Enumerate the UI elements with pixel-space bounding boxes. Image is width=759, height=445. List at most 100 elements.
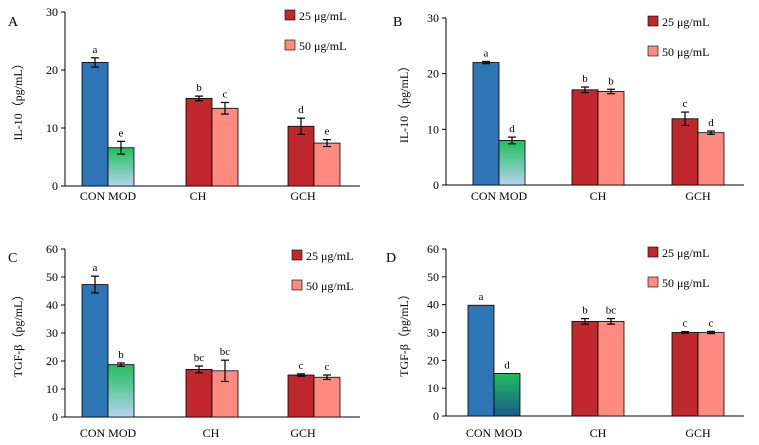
- x-tick-label-gch: GCH: [685, 426, 711, 440]
- x-tick-label-ch: CH: [203, 426, 220, 440]
- legend-label-50: 50 μg/mL: [662, 45, 709, 59]
- panel-label-a: A: [8, 15, 19, 30]
- y-tick-label: 60: [46, 242, 58, 256]
- bar-gch-50-g-ml: [697, 332, 725, 417]
- bar-mod: [498, 140, 526, 186]
- bar-ch-25-g-ml: [185, 98, 213, 187]
- y-tick-label: 10: [46, 121, 58, 135]
- significance-letter-ch-25-g-ml: b: [582, 73, 588, 85]
- bar-con: [81, 62, 109, 187]
- y-tick-label: 30: [427, 326, 439, 340]
- y-tick-label: 10: [427, 381, 439, 395]
- y-tick-label: 20: [427, 353, 439, 367]
- significance-letter-gch-50-g-ml: c: [709, 317, 714, 329]
- bar-ch-25-g-ml: [571, 320, 599, 417]
- x-tick-label-gch: GCH: [290, 189, 316, 203]
- significance-letter-mod: e: [119, 127, 124, 139]
- legend: 25 μg/mL 50 μg/mL: [291, 249, 353, 293]
- y-axis-title: IL-10（pg/mL）: [397, 60, 411, 143]
- legend-label-50: 50 μg/mL: [299, 39, 346, 53]
- significance-letter-gch-50-g-ml: d: [708, 117, 714, 129]
- y-tick-label: 30: [46, 5, 58, 19]
- legend-label-50: 50 μg/mL: [306, 279, 353, 293]
- significance-letter-con: a: [484, 47, 489, 59]
- x-tick-label-ch: CH: [590, 189, 607, 203]
- x-tick-label-con-mod: CON MOD: [466, 426, 523, 440]
- legend-swatch-50: [647, 45, 659, 57]
- significance-letter-con: a: [93, 262, 98, 274]
- y-tick-label: 20: [427, 67, 439, 81]
- panel-d: D 0 10 20 30 40 50 60 TGF-β（pg/mL） a d b bc c c CON MOD…: [386, 242, 744, 440]
- y-tick-label: 20: [46, 354, 58, 368]
- significance-letter-ch-25-g-ml: bc: [194, 352, 205, 364]
- y-tick-label: 30: [427, 11, 439, 25]
- bar-con: [472, 62, 500, 186]
- bar-ch-50-g-ml: [597, 320, 625, 417]
- x-tick-label-ch: CH: [590, 426, 607, 440]
- legend: 25 μg/mL 50 μg/mL: [647, 246, 709, 290]
- y-tick-label: 10: [427, 122, 439, 136]
- bar-mod: [107, 364, 135, 418]
- bar-gch-50-g-ml: [313, 142, 341, 187]
- bar-gch-25-g-ml: [287, 374, 315, 418]
- legend-label-25: 25 μg/mL: [299, 9, 346, 23]
- y-tick-label: 40: [46, 298, 58, 312]
- bar-ch-25-g-ml: [571, 89, 599, 186]
- significance-letter-mod: b: [118, 349, 124, 361]
- y-tick-label: 40: [427, 298, 439, 312]
- panel-c: C 0 10 20 30 40 50 60 TGF-β（pg/mL） a b bc bc c c CON MO…: [8, 242, 360, 440]
- legend-label-25: 25 μg/mL: [306, 249, 353, 263]
- significance-letter-gch-50-g-ml: c: [325, 361, 330, 373]
- x-tick-label-con-mod: CON MOD: [80, 426, 137, 440]
- x-tick-label-con-mod: CON MOD: [80, 189, 137, 203]
- bar-gch-25-g-ml: [671, 332, 699, 417]
- significance-letter-ch-25-g-ml: b: [582, 305, 588, 317]
- y-tick-label: 0: [52, 179, 58, 193]
- y-tick-label: 0: [52, 410, 58, 424]
- y-tick-label: 0: [433, 178, 439, 192]
- y-axis-title: IL-10（pg/mL）: [11, 57, 25, 140]
- bar-ch-50-g-ml: [211, 107, 239, 187]
- legend: 25 μg/mL 50 μg/mL: [284, 9, 346, 53]
- panel-label-d: D: [386, 251, 396, 266]
- bar-con: [467, 304, 495, 417]
- panel-label-b: B: [393, 15, 402, 30]
- significance-letter-ch-50-g-ml: b: [608, 75, 614, 87]
- significance-letter-ch-50-g-ml: c: [223, 88, 228, 100]
- legend-swatch-50: [284, 39, 296, 51]
- legend: 25 μg/mL 50 μg/mL: [647, 15, 709, 59]
- y-tick-label: 60: [427, 242, 439, 256]
- legend-swatch-25: [647, 246, 659, 258]
- significance-letter-ch-50-g-ml: bc: [220, 346, 231, 358]
- x-tick-label-ch: CH: [190, 189, 207, 203]
- significance-letter-con: a: [479, 291, 484, 303]
- significance-letter-mod: d: [504, 359, 510, 371]
- y-tick-label: 50: [427, 270, 439, 284]
- significance-letter-ch-25-g-ml: b: [196, 82, 202, 94]
- y-axis-title: TGF-β（pg/mL）: [11, 289, 25, 378]
- bar-mod: [493, 373, 521, 417]
- bar-ch-50-g-ml: [597, 91, 625, 186]
- legend-swatch-25: [647, 15, 659, 27]
- y-tick-label: 30: [46, 326, 58, 340]
- panel-a: A 0 10 20 30 IL-10（pg/mL） a e b c d e CON MOD CH GCH 25…: [8, 5, 360, 203]
- bar-gch-50-g-ml: [697, 132, 725, 186]
- legend-swatch-50: [647, 276, 659, 288]
- legend-swatch-25: [291, 249, 303, 261]
- bar-gch-25-g-ml: [671, 118, 699, 186]
- bar-con: [81, 284, 109, 418]
- legend-label-25: 25 μg/mL: [662, 15, 709, 29]
- significance-letter-gch-50-g-ml: e: [325, 126, 330, 138]
- y-tick-label: 20: [46, 63, 58, 77]
- y-tick-label: 0: [433, 409, 439, 423]
- x-tick-label-gch: GCH: [685, 189, 711, 203]
- x-tick-label-gch: GCH: [290, 426, 316, 440]
- panel-label-c: C: [8, 251, 17, 266]
- y-axis-title: TGF-β（pg/mL）: [397, 288, 411, 377]
- y-tick-label: 10: [46, 382, 58, 396]
- bar-gch-25-g-ml: [287, 125, 315, 187]
- legend-swatch-25: [284, 9, 296, 21]
- significance-letter-mod: d: [509, 123, 515, 135]
- significance-letter-ch-50-g-ml: bc: [606, 305, 617, 317]
